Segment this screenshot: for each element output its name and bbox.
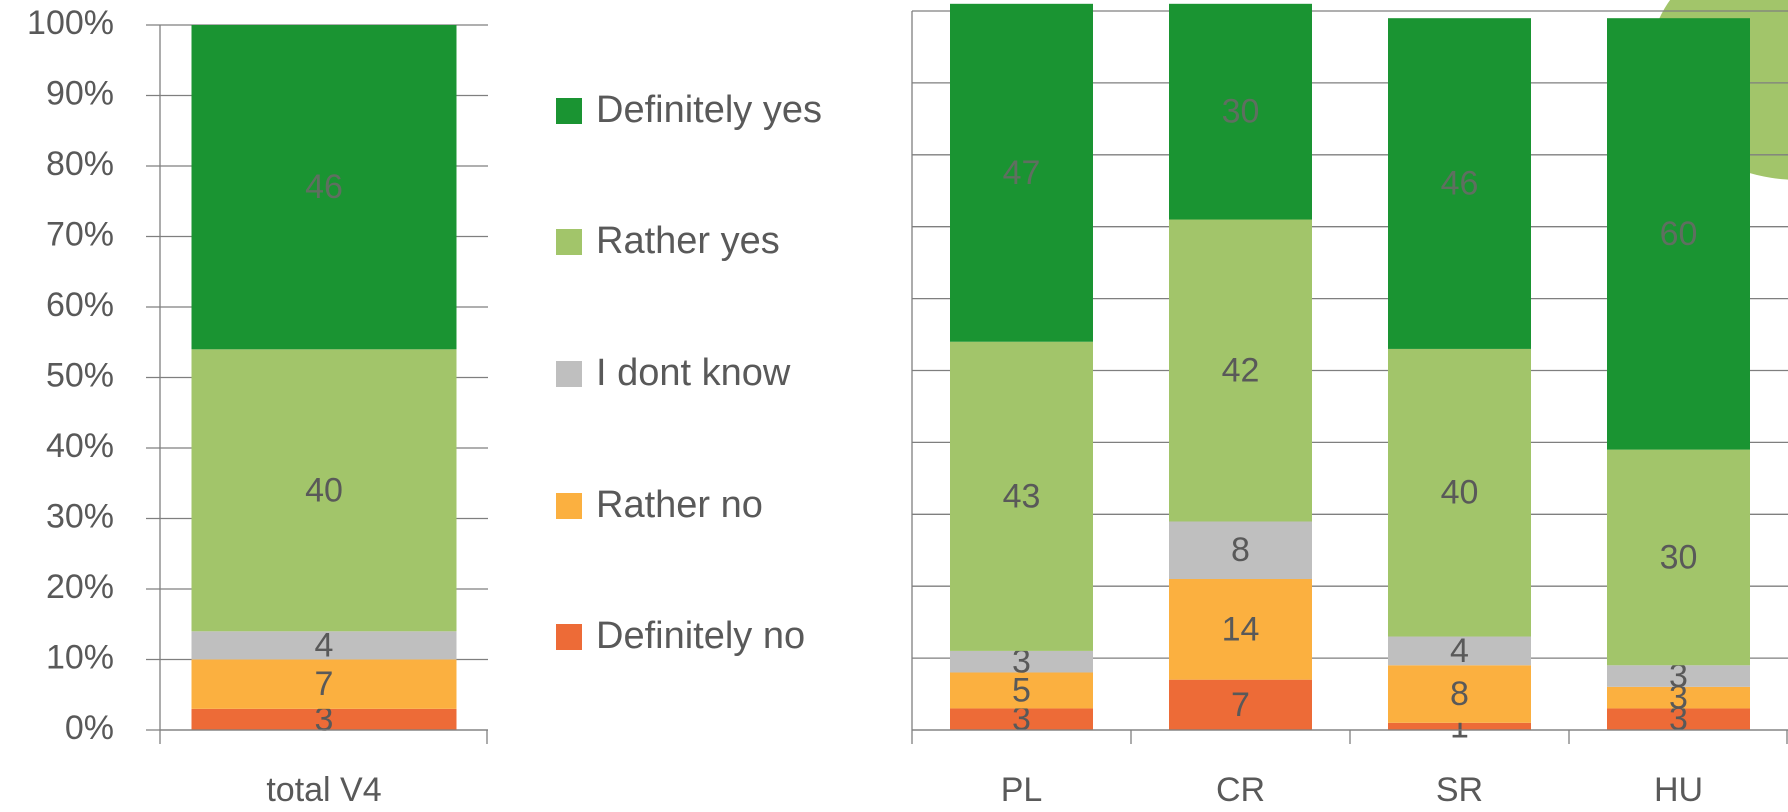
bar-segment [191, 708, 457, 730]
data-label: 46 [305, 168, 343, 206]
x-tick-label: SR [1436, 771, 1483, 809]
bar-segment [1607, 708, 1750, 730]
data-label: 30 [1222, 93, 1260, 131]
bar-segment [950, 708, 1093, 730]
data-label: 5 [1012, 671, 1031, 709]
data-label: 46 [1441, 165, 1479, 203]
bar-segment [1388, 722, 1531, 730]
data-label: 42 [1222, 351, 1260, 389]
x-tick-label: CR [1216, 771, 1265, 809]
bar-segment [950, 341, 1093, 651]
y-tick-label: 0% [65, 709, 114, 747]
legend-label: I dont know [596, 352, 791, 394]
y-tick-label: 70% [46, 215, 114, 253]
data-label: 3 [1669, 679, 1688, 717]
data-label: 3 [1669, 700, 1688, 738]
data-label: 8 [1231, 531, 1250, 569]
data-label: 30 [1660, 538, 1698, 576]
y-tick-label: 20% [46, 568, 114, 606]
data-label: 8 [1450, 675, 1469, 713]
bar-segment [1607, 18, 1750, 450]
data-label: 40 [305, 471, 343, 509]
bar-segment [1169, 3, 1312, 220]
data-label: 3 [1669, 657, 1688, 695]
data-label: 43 [1003, 477, 1041, 515]
x-tick-label: HU [1654, 771, 1703, 809]
legend-label: Rather no [596, 484, 763, 526]
data-label: 4 [1450, 632, 1469, 670]
legend-swatch [556, 361, 582, 387]
bar-segment [1388, 636, 1531, 666]
bar-segment [950, 650, 1093, 673]
legend-label: Definitely yes [596, 89, 822, 131]
bar-segment [1607, 449, 1750, 666]
bar-segment [191, 349, 457, 632]
bar-segment [1388, 665, 1531, 723]
legend-label: Definitely no [596, 615, 805, 657]
bar-segment [1388, 348, 1531, 637]
legend-swatch [556, 98, 582, 124]
bar-segment [1169, 521, 1312, 580]
data-label: 60 [1660, 215, 1698, 253]
y-tick-label: 40% [46, 427, 114, 465]
data-label: 3 [1012, 643, 1031, 681]
x-tick-label: PL [1001, 771, 1043, 809]
y-tick-label: 10% [46, 638, 114, 676]
bar-segment [1388, 18, 1531, 349]
legend-swatch [556, 493, 582, 519]
data-label: 14 [1222, 610, 1260, 648]
data-label: 4 [315, 626, 334, 664]
bar-segment [1607, 686, 1750, 709]
legend-swatch [556, 229, 582, 255]
x-tick-label: total V4 [266, 771, 381, 809]
y-tick-label: 100% [27, 4, 114, 42]
data-label: 3 [1012, 700, 1031, 738]
y-tick-label: 50% [46, 356, 114, 394]
data-label: 7 [315, 665, 334, 703]
bar-segment [191, 631, 457, 660]
bar-segment [191, 659, 457, 709]
bar-segment [950, 3, 1093, 342]
bar-segment [191, 25, 457, 350]
y-tick-label: 90% [46, 74, 114, 112]
data-label: 40 [1441, 474, 1479, 512]
bar-segment [950, 672, 1093, 709]
y-tick-label: 80% [46, 145, 114, 183]
data-label: 7 [1231, 686, 1250, 724]
data-label: 3 [315, 700, 334, 738]
bar-segment [1169, 219, 1312, 522]
bar-segment [1607, 665, 1750, 687]
bar-segment [1169, 579, 1312, 680]
legend-swatch [556, 624, 582, 650]
y-tick-label: 30% [46, 497, 114, 535]
legend-label: Rather yes [596, 220, 780, 262]
data-label: 47 [1003, 154, 1041, 192]
y-tick-label: 60% [46, 286, 114, 324]
bar-segment [1169, 679, 1312, 730]
